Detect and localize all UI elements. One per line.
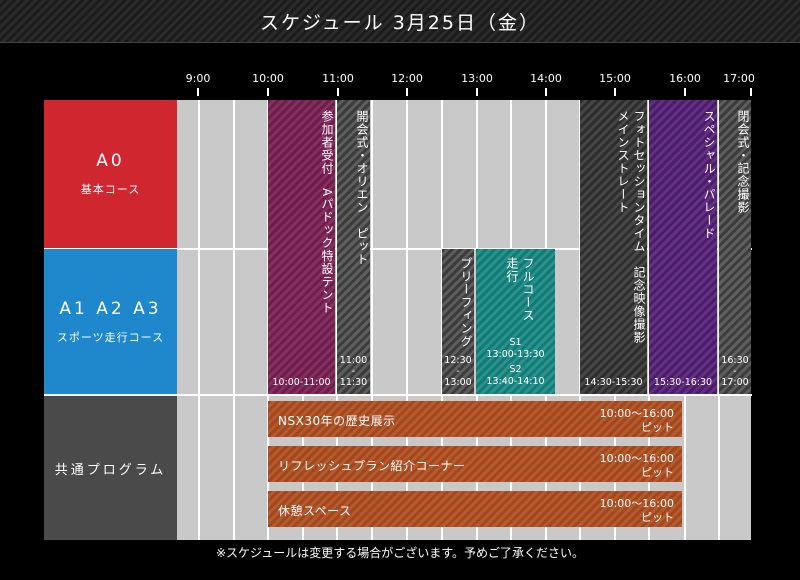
event-title: 閉会式・記念撮影 <box>736 110 750 214</box>
event-reception: 参加者受付 Aパドック特設テント 10:00-11:00 <box>268 100 335 394</box>
time-label: 15:00 <box>599 72 631 85</box>
event-time-end: 11:30 <box>339 377 368 388</box>
event-time-start: 12:30 <box>444 355 472 366</box>
event-time-start: 16:30 <box>721 355 749 366</box>
event-closing-ceremony: 閉会式・記念撮影 16:30 - 17:00 <box>719 100 751 394</box>
event-time-start: 11:00 <box>339 355 368 366</box>
time-tick <box>476 88 478 96</box>
grid-line <box>44 394 752 396</box>
program-name: 休憩スペース <box>278 504 352 518</box>
time-label: 9:00 <box>185 72 211 85</box>
program-bar: リフレッシュプラン紹介コーナー 10:00〜16:00 ピット <box>268 446 682 482</box>
footer-note: ※スケジュールは変更する場合がございます。予めご了承ください。 <box>215 546 585 560</box>
event-title: 参加者受付 Aパドック特設テント <box>320 110 334 315</box>
event-special-parade: スペシャル・パレード 15:30-16:30 <box>649 100 717 394</box>
session-schedule: S1 13:00-13:30 S2 13:40-14:10 <box>476 337 555 387</box>
event-briefing: ブリーフィング 12:30 - 13:00 <box>442 249 474 394</box>
time-tick <box>684 88 686 96</box>
program-time: 10:00〜16:00 <box>599 452 674 465</box>
event-time-sep: - <box>733 366 737 377</box>
event-time-end: 17:00 <box>721 377 749 388</box>
title-bar: スケジュール 3月25日（金） <box>0 0 800 43</box>
event-time: 16:30 - 17:00 <box>719 355 751 388</box>
program-location: ピット <box>641 466 674 479</box>
row-title: A0 <box>96 151 125 171</box>
session-time: 13:00-13:30 <box>486 348 545 360</box>
grid-line <box>371 100 373 540</box>
row-label-a1-a2-a3: A1 A2 A3 スポーツ走行コース <box>44 249 177 394</box>
time-label: 14:00 <box>530 72 562 85</box>
event-photo-session: フォトセッションタイム 記念映像撮影 メインストレート 14:30-15:30 <box>580 100 647 394</box>
event-time: 11:00 - 11:30 <box>337 355 370 388</box>
row-title: A1 A2 A3 <box>59 298 162 319</box>
program-time: 10:00〜16:00 <box>599 407 674 420</box>
time-label: 10:00 <box>252 72 284 85</box>
event-title: フォトセッションタイム 記念映像撮影 メインストレート <box>616 110 646 357</box>
row-title: 共通プログラム <box>54 462 167 478</box>
program-bar: 休憩スペース 10:00〜16:00 ピット <box>268 491 682 527</box>
time-tick <box>545 88 547 96</box>
event-title: ブリーフィング <box>459 257 473 348</box>
time-label: 13:00 <box>461 72 493 85</box>
time-tick <box>750 88 752 96</box>
program-time: 10:00〜16:00 <box>599 497 674 510</box>
event-opening-ceremony: 開会式・オリエン ピット 11:00 - 11:30 <box>337 100 370 394</box>
row-label-common: 共通プログラム <box>44 396 177 540</box>
time-tick <box>337 88 339 96</box>
event-time: 14:30-15:30 <box>584 377 643 388</box>
page-title: スケジュール 3月25日（金） <box>260 12 540 34</box>
time-label: 16:00 <box>669 72 701 85</box>
event-title: フルコース走行 <box>505 257 535 322</box>
time-label: 11:00 <box>322 72 354 85</box>
session-label: S1 <box>509 337 522 348</box>
event-title: スペシャル・パレード <box>702 110 716 240</box>
event-time: 10:00-11:00 <box>272 377 331 388</box>
program-name: NSX30年の歴史展示 <box>278 414 396 428</box>
row-label-a0: A0 基本コース <box>44 100 177 248</box>
event-full-course: フルコース走行 S1 13:00-13:30 S2 13:40-14:10 <box>476 249 555 394</box>
program-location: ピット <box>641 421 674 434</box>
grid-line <box>198 100 200 540</box>
event-time-sep: - <box>351 366 356 377</box>
time-tick <box>197 88 199 96</box>
time-tick <box>267 88 269 96</box>
row-subtitle: スポーツ走行コース <box>56 330 165 344</box>
event-time-sep: - <box>456 366 460 377</box>
time-label: 17:00 <box>723 72 755 85</box>
event-title: 開会式・オリエン ピット <box>355 110 369 266</box>
time-label: 12:00 <box>391 72 423 85</box>
event-time-end: 13:00 <box>444 377 472 388</box>
program-location: ピット <box>641 511 674 524</box>
time-tick <box>614 88 616 96</box>
event-time: 15:30-16:30 <box>653 377 713 388</box>
grid-line <box>406 100 408 540</box>
grid-line <box>233 100 235 540</box>
time-tick <box>406 88 408 96</box>
session-time: 13:40-14:10 <box>486 375 545 387</box>
row-subtitle: 基本コース <box>80 183 141 196</box>
program-name: リフレッシュプラン紹介コーナー <box>278 459 466 473</box>
event-time: 12:30 - 13:00 <box>442 355 474 388</box>
grid-line <box>44 248 752 250</box>
session-label: S2 <box>509 364 522 375</box>
program-bar: NSX30年の歴史展示 10:00〜16:00 ピット <box>268 401 682 437</box>
